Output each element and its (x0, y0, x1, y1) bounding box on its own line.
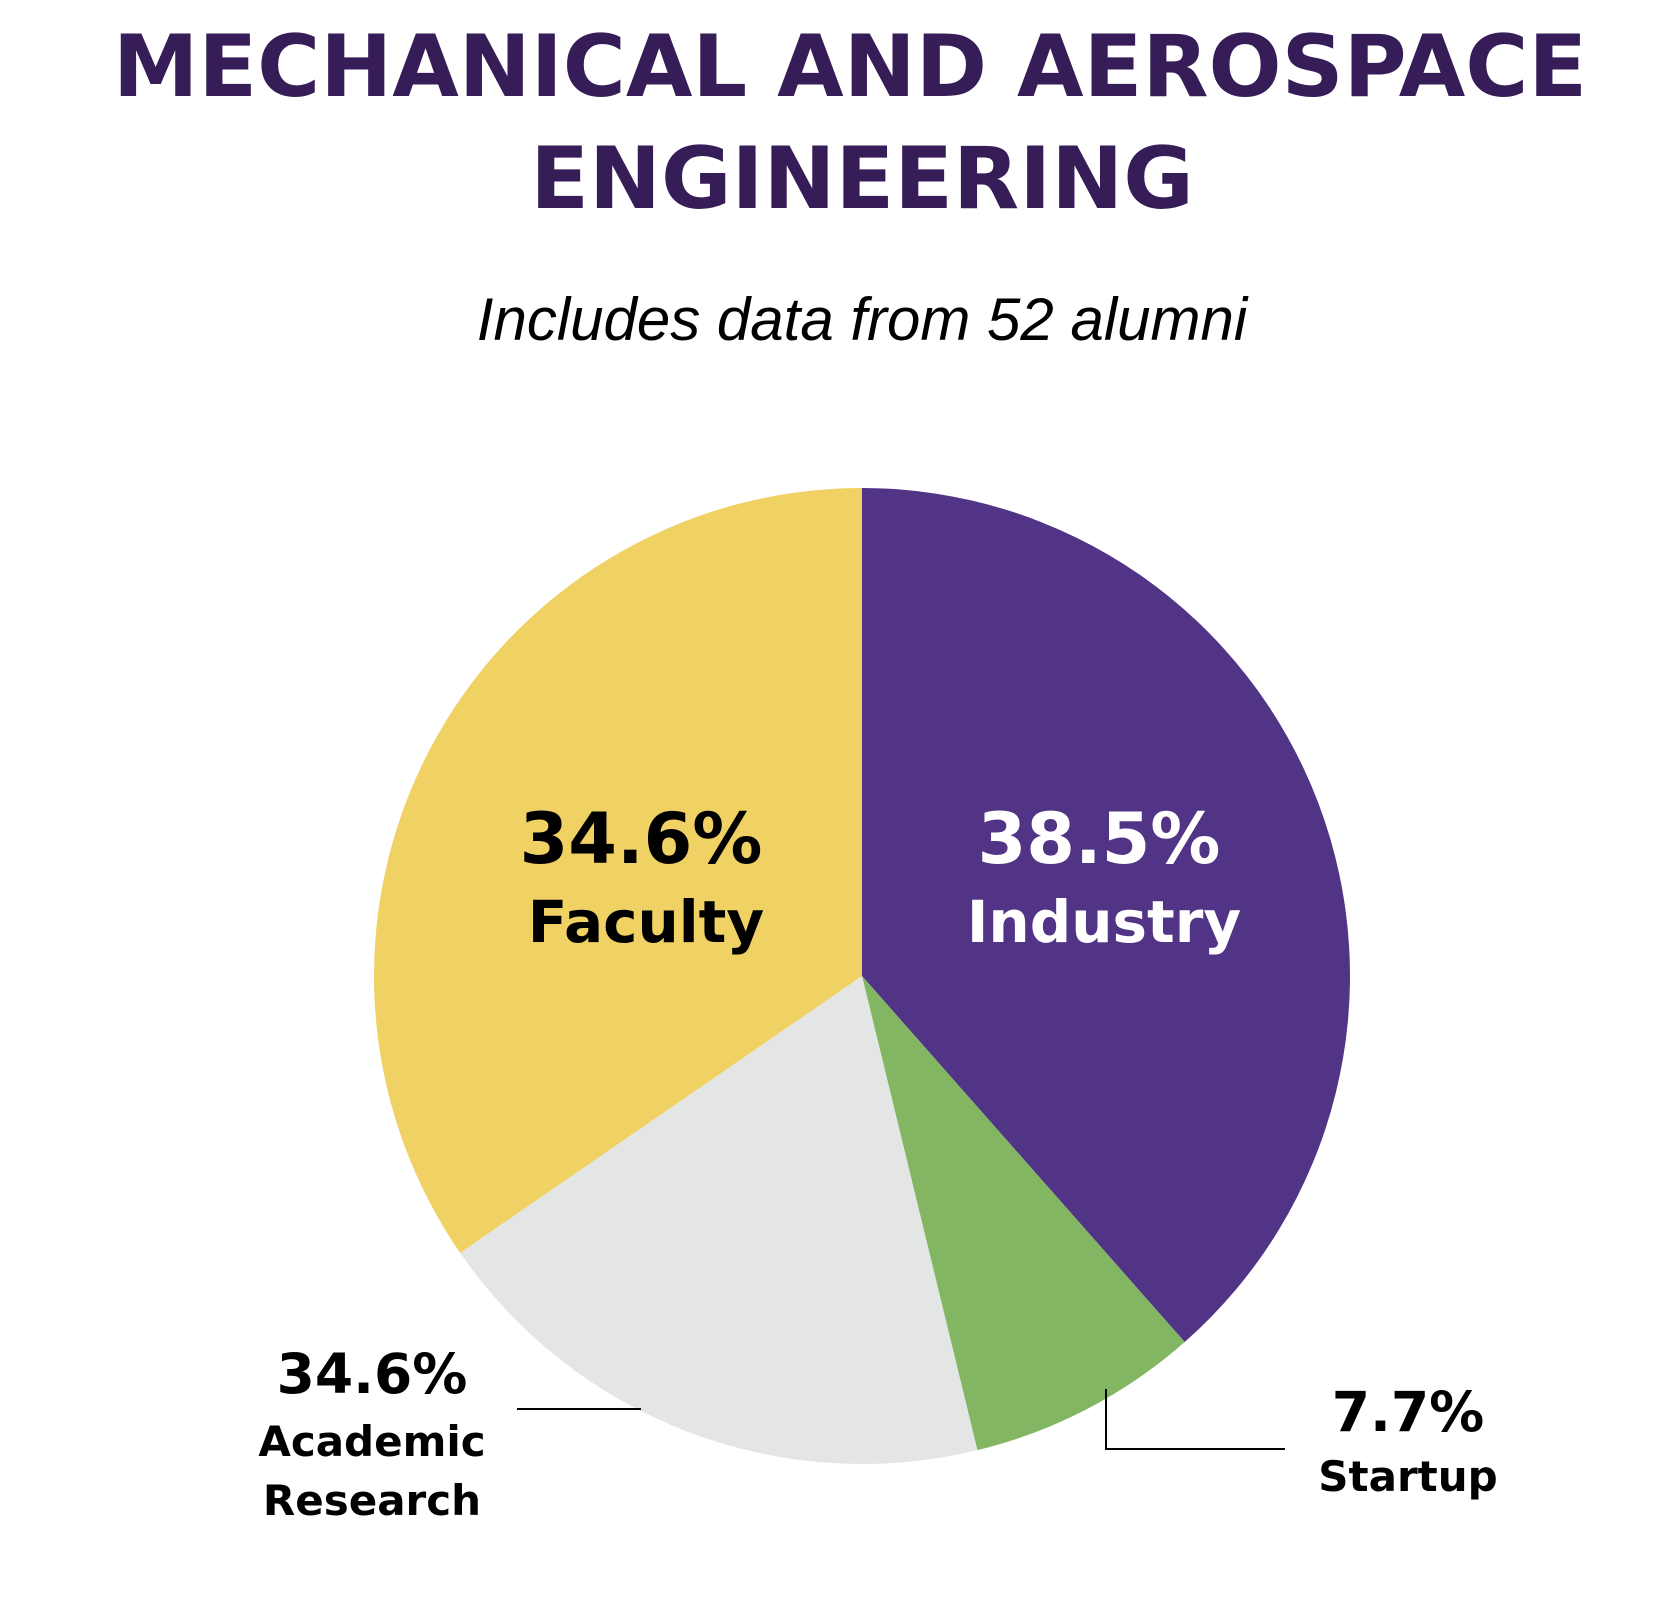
leader-line-startup (1105, 1389, 1285, 1450)
data-label-startup-name: Startup (1318, 1452, 1497, 1501)
pie-slice-industry (862, 488, 1350, 1343)
pie-slice-startup (862, 976, 1185, 1451)
chart-title-line-2: ENGINEERING (530, 129, 1194, 229)
data-label-industry-pct: 38.5% (978, 798, 1221, 880)
data-label-faculty-pct: 34.6% (520, 798, 763, 880)
data-label-faculty-name: Faculty (528, 888, 764, 956)
data-label-academic-pct: 34.6% (277, 1342, 468, 1406)
pie-slice-faculty (373, 488, 862, 1253)
chart-subtitle: Includes data from 52 alumni (477, 286, 1249, 353)
data-label-industry-name: Industry (967, 888, 1241, 956)
pie-slice-academic-research (460, 976, 978, 1464)
data-label-startup-pct: 7.7% (1332, 1380, 1485, 1444)
data-label-academic-name-2: Research (263, 1476, 481, 1525)
chart-title-line-1: MECHANICAL AND AEROSPACE (113, 17, 1587, 117)
pie-slices (373, 488, 1350, 1464)
data-label-academic-name-1: Academic (258, 1417, 485, 1466)
